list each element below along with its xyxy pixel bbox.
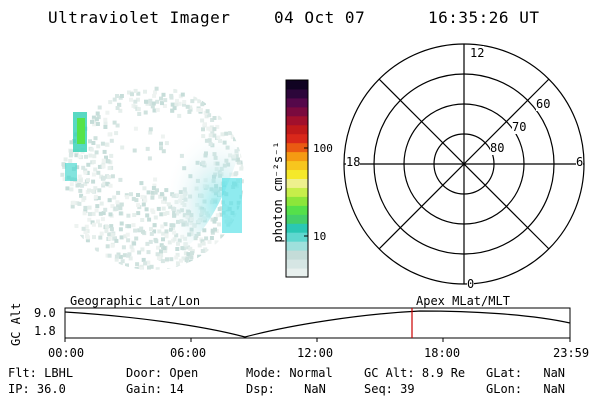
mlt-label-12: 12	[470, 46, 485, 60]
flt-value: LBHL	[44, 366, 74, 380]
colorbar-cell	[286, 97, 308, 108]
colorbar-cell	[286, 214, 308, 224]
timeline-left-title: Geographic Lat/Lon	[70, 294, 201, 308]
colorbar-cell	[286, 115, 308, 126]
colorbar-cell	[286, 268, 308, 278]
status-flt: Flt: LBHL	[8, 366, 73, 380]
colorbar-cell	[286, 241, 308, 251]
colorbar-tick-100: 100	[313, 142, 333, 155]
timeline-x-tick-0000: 00:00	[48, 346, 85, 360]
door-value: Open	[169, 366, 199, 380]
gcalt-value: 8.9 Re	[421, 366, 466, 380]
glon-value: NaN	[543, 382, 566, 396]
lat-label-70: 70	[512, 120, 527, 134]
colorbar-cell	[286, 205, 308, 215]
colorbar-cell	[286, 169, 308, 179]
flt-label: Flt:	[8, 366, 37, 380]
timeline-x-tick-1800: 18:00	[424, 346, 461, 360]
date-label: 04 Oct 07	[274, 8, 366, 27]
status-mode: Mode: Normal	[246, 366, 333, 380]
gain-value: 14	[169, 382, 184, 396]
timeline-y-tick-top: 9.0	[34, 306, 56, 320]
mlt-label-0: 0	[467, 277, 475, 291]
timeline-y-axis-label: GC Alt	[9, 302, 23, 346]
colorbar-cell	[286, 187, 308, 197]
ip-value: 36.0	[36, 382, 66, 396]
time-label: 16:35:26 UT	[428, 8, 540, 27]
colorbar-cell	[286, 250, 308, 260]
colorbar-cell	[286, 80, 308, 90]
status-gain: Gain: 14	[126, 382, 184, 396]
status-seq: Seq: 39	[364, 382, 415, 396]
colorbar-cell	[286, 142, 308, 153]
colorbar-cell	[286, 133, 308, 144]
colorbar-tick-10: 10	[313, 230, 327, 243]
mlt-label-18: 18	[346, 155, 361, 169]
colorbar-cell	[286, 124, 308, 135]
door-label: Door:	[126, 366, 163, 380]
mode-label: Mode:	[246, 366, 283, 380]
gain-label: Gain:	[126, 382, 163, 396]
status-glat: GLat: NaN	[486, 366, 565, 380]
seq-value: 39	[400, 382, 415, 396]
status-ip: IP: 36.0	[8, 382, 66, 396]
ip-label: IP:	[8, 382, 30, 396]
mode-value: Normal	[289, 366, 333, 380]
colorbar-cell	[286, 232, 308, 242]
dsp-label: Dsp:	[246, 382, 275, 396]
status-dsp: Dsp: NaN	[246, 382, 326, 396]
status-door: Door: Open	[126, 366, 198, 380]
colorbar-unit-label: photon cm⁻²s⁻¹	[271, 141, 285, 243]
dsp-value: NaN	[304, 382, 326, 396]
timeline-right-title: Apex MLat/MLT	[416, 294, 510, 308]
colorbar-cell	[286, 151, 308, 162]
lat-label-60: 60	[536, 97, 551, 111]
colorbar-cell	[286, 160, 308, 171]
timeline-x-tick-0600: 06:00	[170, 346, 207, 360]
timeline-y-tick-bottom: 1.8	[34, 324, 56, 338]
colorbar-cell	[286, 106, 308, 117]
colorbar-cell	[286, 196, 308, 206]
lat-label-80: 80	[490, 141, 505, 155]
glat-label: GLat:	[486, 366, 523, 380]
colorbar-cell	[286, 259, 308, 269]
colorbar-cell	[286, 178, 308, 188]
colorbar-cell	[286, 223, 308, 233]
instrument-title: Ultraviolet Imager	[48, 8, 231, 27]
colorbar-cell	[286, 88, 308, 99]
glat-value: NaN	[543, 366, 566, 380]
status-glon: GLon: NaN	[486, 382, 565, 396]
glon-label: GLon:	[486, 382, 523, 396]
gcalt-label: GC Alt:	[364, 366, 415, 380]
mlt-label-6: 6	[576, 155, 584, 169]
seq-label: Seq:	[364, 382, 393, 396]
timeline-x-tick-1200: 12:00	[297, 346, 334, 360]
timeline-x-tick-2359: 23:59	[553, 346, 590, 360]
status-gcalt: GC Alt: 8.9 Re	[364, 366, 465, 380]
